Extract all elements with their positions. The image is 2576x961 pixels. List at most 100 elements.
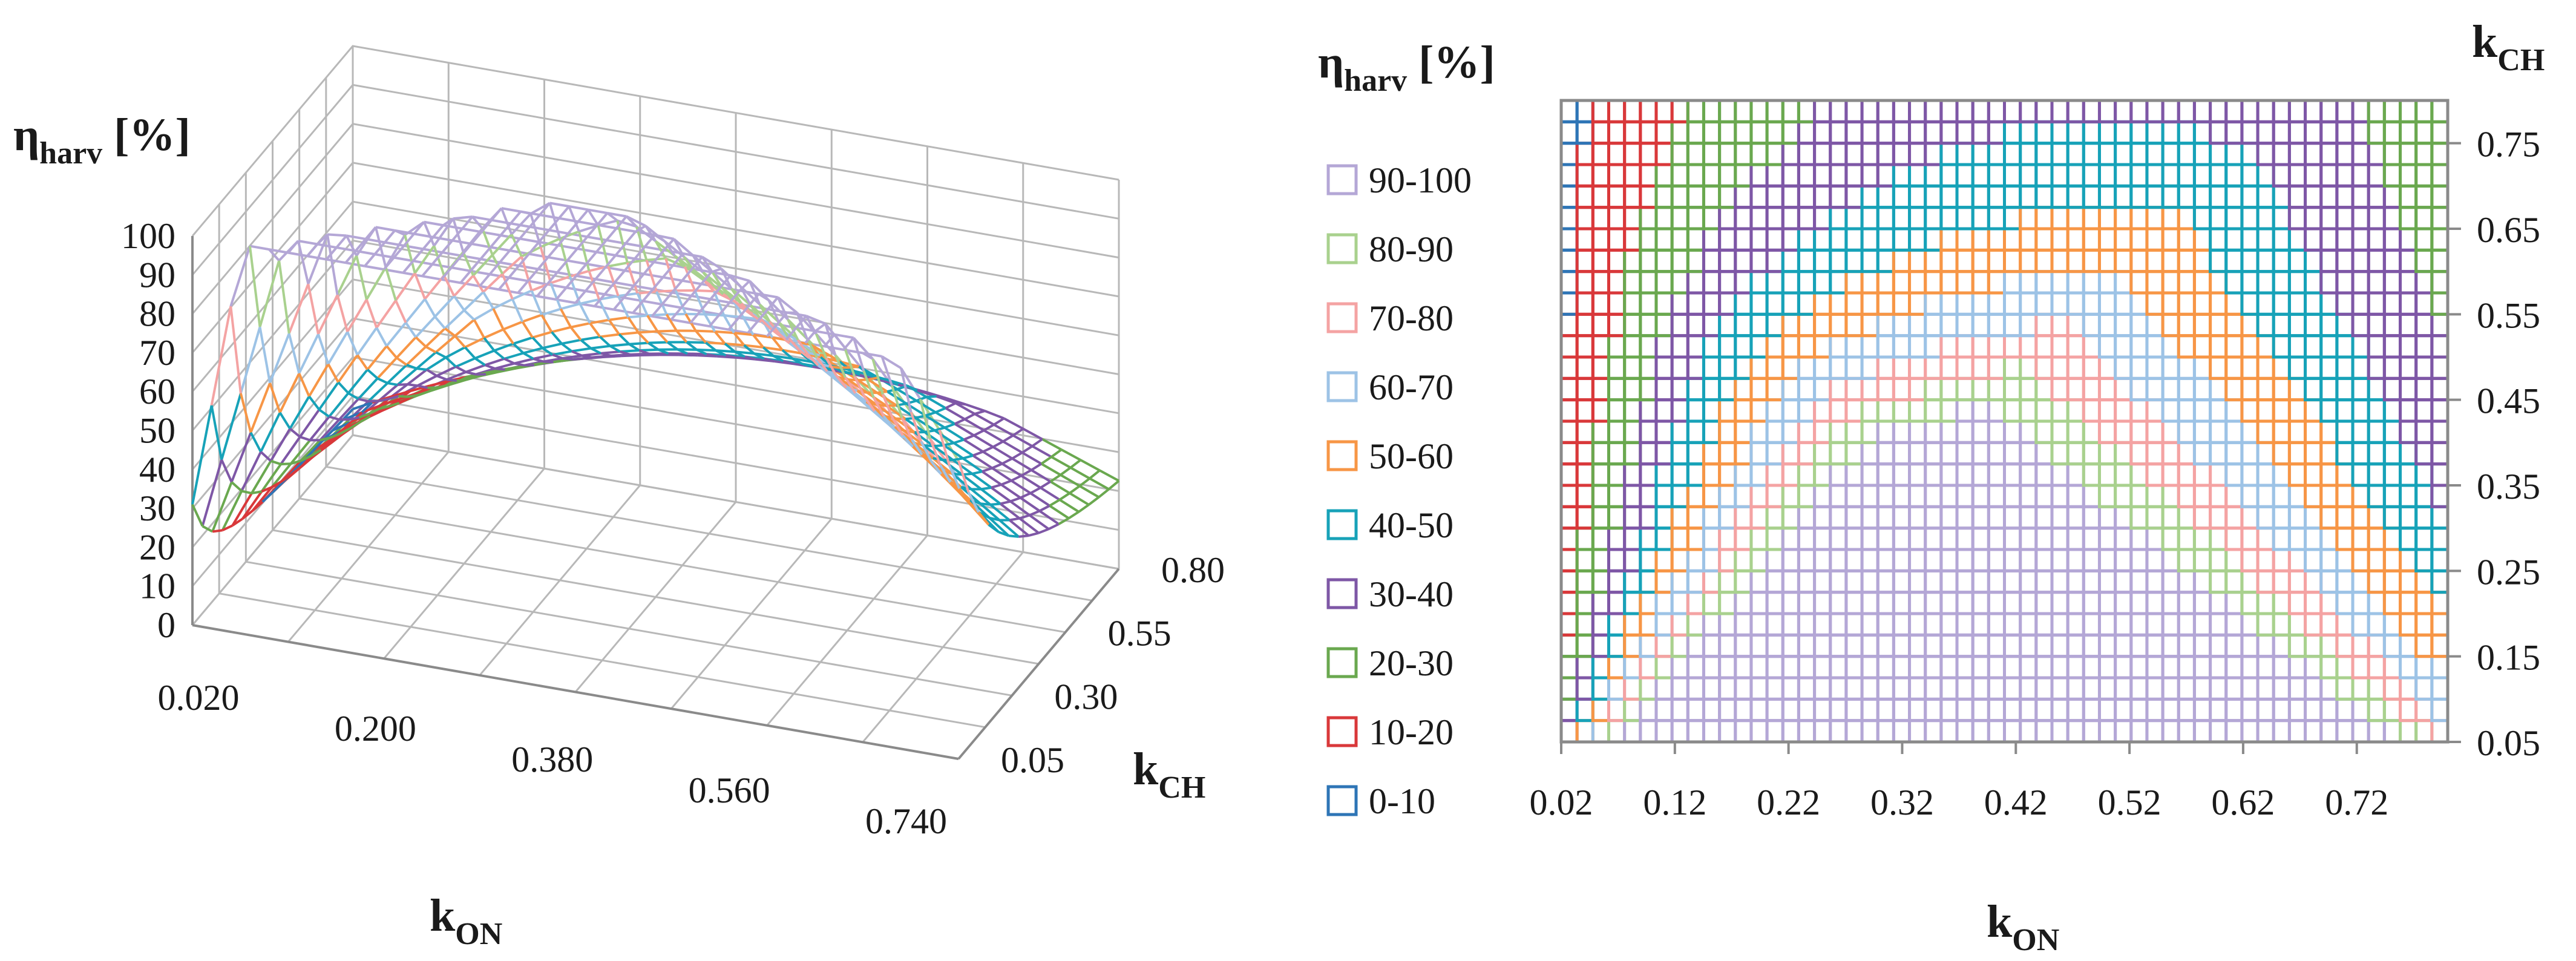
contour-cell — [2097, 142, 2117, 166]
contour-cell — [2177, 419, 2196, 444]
contour-cell — [2177, 505, 2196, 530]
contour-cell — [2414, 526, 2434, 551]
contour-cell — [2082, 462, 2101, 487]
contour-cell — [2050, 655, 2070, 680]
contour-cell — [2335, 355, 2355, 380]
contour-cell — [1559, 206, 1579, 231]
surface-mesh-segment — [862, 352, 874, 360]
contour-cell — [1718, 99, 1737, 123]
surface-mesh-segment — [762, 346, 783, 352]
surface-mesh-segment — [952, 459, 973, 475]
contour-cell — [2430, 184, 2450, 209]
contour-cell — [2097, 355, 2117, 380]
contour-cell — [1892, 697, 1912, 723]
surface-mesh-segment — [320, 442, 332, 451]
contour-cell — [2382, 462, 2402, 487]
contour-cell — [1924, 719, 1943, 744]
contour-cell — [2414, 484, 2434, 508]
surface-mesh-segment — [1089, 469, 1101, 480]
contour-cell — [1654, 376, 1674, 402]
contour-cell — [2145, 633, 2165, 658]
contour-cell — [2335, 419, 2355, 444]
contour-cell — [2240, 270, 2260, 295]
contour-cell — [2066, 612, 2085, 637]
contour-cell — [2019, 655, 2038, 680]
surface-mesh-segment — [719, 274, 732, 289]
contour-cell — [1860, 719, 1880, 744]
contour-cell — [1607, 248, 1627, 274]
contour-cell — [1575, 633, 1594, 658]
surface-mesh-segment — [278, 373, 301, 413]
contour-cell — [1765, 206, 1785, 231]
surface-mesh-segment — [470, 269, 490, 276]
contour-cell — [1575, 355, 1594, 380]
contour-cell — [1749, 633, 1769, 658]
contour-cell — [1623, 163, 1642, 188]
surface-mesh-segment — [292, 461, 304, 473]
floor-gridline — [246, 560, 1012, 697]
contour-cell — [1749, 291, 1769, 316]
contour-cell — [1718, 569, 1737, 594]
contour-cell — [1781, 355, 1800, 380]
surface-mesh-segment — [615, 215, 628, 229]
surface-mesh-segment — [239, 326, 261, 394]
contour-cell — [2209, 462, 2228, 487]
contour-cell — [1844, 655, 1864, 680]
surface-mesh-segment — [598, 298, 611, 321]
contour-cell — [1955, 206, 1975, 231]
contour-cell — [1971, 569, 1990, 594]
contour-cell — [1829, 355, 1848, 380]
surface-mesh-segment — [513, 336, 533, 345]
contour-cell — [1939, 206, 1959, 231]
surface-mesh-segment — [241, 510, 254, 520]
contour-cell — [1781, 376, 1800, 402]
surface-mesh-segment — [934, 429, 955, 444]
surface-mesh-segment — [628, 343, 640, 352]
contour-cell — [1686, 312, 1705, 338]
surface-mesh-segment — [920, 441, 932, 462]
contour-cell — [2240, 120, 2260, 145]
contour-cell — [2240, 569, 2260, 594]
contour-cell — [1623, 120, 1642, 145]
contour-cell — [2304, 719, 2323, 744]
contour-cell — [2066, 206, 2085, 231]
surface-mesh-segment — [991, 462, 1003, 470]
contour-cell — [2050, 291, 2070, 316]
legend-label: 70-80 — [1369, 298, 1454, 338]
contour-cell — [1908, 398, 1927, 423]
surface-mesh-segment — [1040, 487, 1061, 501]
contour-cell — [2304, 376, 2323, 402]
contour-cell — [2114, 441, 2133, 466]
contour-cell — [1686, 163, 1705, 188]
contour-cell — [1734, 591, 1753, 615]
contour-cell — [2145, 419, 2165, 444]
contour-cell — [2019, 312, 2038, 338]
contour-cell — [2335, 505, 2355, 530]
surface-mesh-segment — [933, 444, 944, 448]
contour-cell — [2129, 548, 2149, 572]
surface-mesh-segment — [474, 357, 486, 366]
contour-cell — [2399, 526, 2418, 551]
surface-mesh-segment — [613, 308, 634, 315]
contour-cell — [1876, 548, 1895, 572]
contour-cell — [1781, 419, 1800, 444]
contour-cell — [1718, 120, 1737, 145]
contour-cell — [2082, 697, 2101, 723]
contour-cell — [1607, 270, 1627, 295]
surface-mesh-segment — [367, 382, 388, 402]
contour-cell — [2192, 248, 2212, 274]
contour-cell — [1971, 484, 1990, 508]
contour-cell — [1686, 655, 1705, 680]
contour-cell — [1971, 142, 1990, 166]
contour-cell — [1908, 312, 1927, 338]
contour-cell — [2003, 484, 2022, 508]
contour-cell — [1781, 697, 1800, 723]
z-tick-label: 80 — [139, 294, 175, 334]
surface-mesh-segment — [739, 286, 761, 306]
contour-cell — [1654, 548, 1674, 572]
contour-cell — [2082, 633, 2101, 658]
contour-cell — [2161, 163, 2180, 188]
contour-cell — [2430, 591, 2450, 615]
surface-mesh-segment — [945, 402, 957, 410]
contour-cell — [2114, 312, 2133, 338]
